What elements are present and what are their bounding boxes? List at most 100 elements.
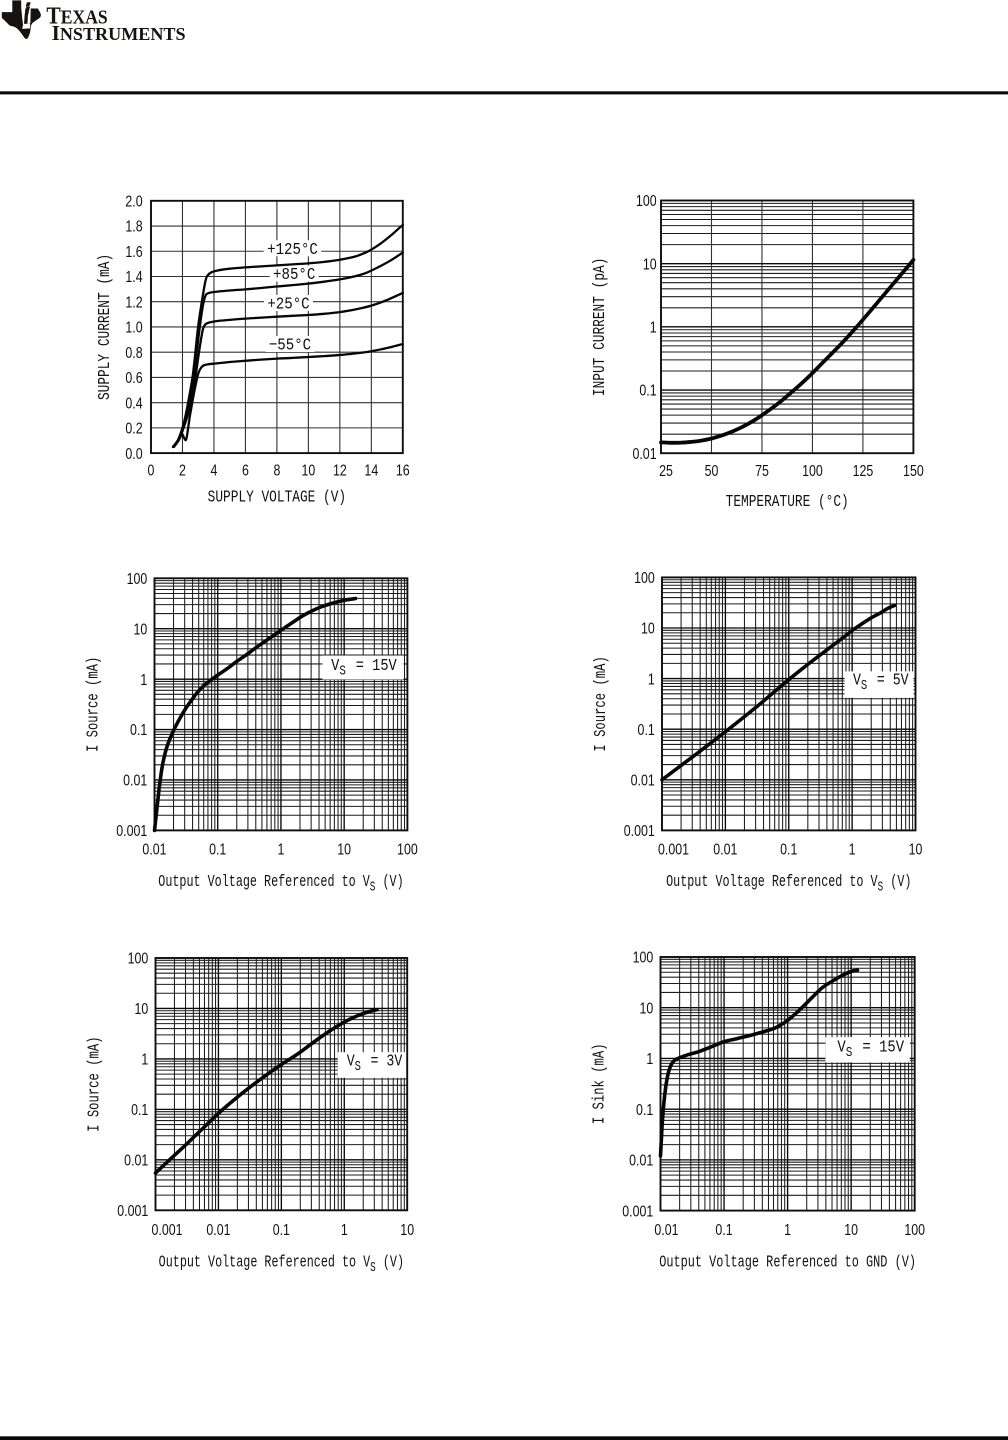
svg-text:(V): (V) <box>883 873 911 892</box>
svg-text:1: 1 <box>650 319 657 337</box>
svg-text:1: 1 <box>278 841 285 859</box>
svg-text:S: S <box>846 1045 853 1060</box>
svg-text:8: 8 <box>273 462 280 480</box>
svg-text:100: 100 <box>634 570 655 588</box>
svg-text:0.001: 0.001 <box>117 1203 148 1221</box>
svg-text:= 3V: = 3V <box>363 1051 403 1071</box>
svg-text:I Source (mA): I Source (mA) <box>85 657 103 752</box>
svg-text:150: 150 <box>903 463 924 481</box>
svg-text:1: 1 <box>341 1222 348 1240</box>
svg-text:= 15V: = 15V <box>854 1037 905 1057</box>
svg-text:125: 125 <box>853 463 874 481</box>
svg-text:= 5V: = 5V <box>869 670 909 690</box>
svg-text:1: 1 <box>648 671 655 689</box>
svg-text:Output Voltage Referenced to G: Output Voltage Referenced to GND (V) <box>659 1254 916 1273</box>
svg-text:INSTRUMENTS: INSTRUMENTS <box>52 22 186 45</box>
svg-text:0.001: 0.001 <box>116 823 147 841</box>
svg-text:V: V <box>331 655 340 675</box>
svg-text:1.0: 1.0 <box>125 319 142 337</box>
svg-text:I Source (mA): I Source (mA) <box>86 1036 104 1131</box>
svg-text:I Sink (mA): I Sink (mA) <box>591 1043 609 1124</box>
svg-text:INPUT CURRENT (pA): INPUT CURRENT (pA) <box>589 258 609 397</box>
svg-text:0.1: 0.1 <box>780 841 797 859</box>
svg-text:0.1: 0.1 <box>638 722 655 740</box>
svg-text:0: 0 <box>148 462 155 480</box>
svg-text:S: S <box>370 880 376 895</box>
svg-text:S: S <box>878 880 884 895</box>
svg-text:V: V <box>853 670 862 690</box>
svg-text:V: V <box>347 1051 356 1071</box>
svg-text:+85°C: +85°C <box>273 265 315 285</box>
svg-text:0.01: 0.01 <box>631 772 655 790</box>
svg-text:= 15V: = 15V <box>348 655 398 675</box>
svg-text:0.1: 0.1 <box>209 841 226 859</box>
svg-text:10: 10 <box>135 1001 149 1019</box>
svg-text:2.0: 2.0 <box>125 193 142 211</box>
svg-text:2: 2 <box>179 462 186 480</box>
svg-text:16: 16 <box>396 462 410 480</box>
svg-text:1.2: 1.2 <box>125 294 142 312</box>
svg-text:0.2: 0.2 <box>125 420 142 438</box>
svg-text:0.6: 0.6 <box>125 370 142 388</box>
svg-text:(V): (V) <box>376 1254 404 1273</box>
svg-text:10: 10 <box>844 1222 858 1240</box>
svg-text:4: 4 <box>211 462 218 480</box>
svg-text:S: S <box>861 678 867 694</box>
svg-text:100: 100 <box>802 463 823 481</box>
svg-text:0.1: 0.1 <box>131 1102 148 1120</box>
svg-text:(V): (V) <box>375 873 403 892</box>
svg-text:10: 10 <box>643 256 657 274</box>
svg-text:100: 100 <box>127 571 148 589</box>
svg-text:S: S <box>370 1260 376 1275</box>
svg-text:1.8: 1.8 <box>125 218 142 236</box>
svg-text:10: 10 <box>301 462 315 480</box>
svg-text:Output Voltage Referenced to V: Output Voltage Referenced to V <box>159 1254 371 1273</box>
svg-text:100: 100 <box>636 193 657 211</box>
svg-text:S: S <box>355 1059 361 1075</box>
svg-text:0.01: 0.01 <box>124 1152 148 1170</box>
svg-text:75: 75 <box>755 463 769 481</box>
svg-text:0.01: 0.01 <box>713 841 737 859</box>
svg-text:10: 10 <box>134 621 148 639</box>
svg-text:+25°C: +25°C <box>267 294 309 314</box>
svg-text:0.1: 0.1 <box>639 382 656 400</box>
svg-text:+125°C: +125°C <box>267 240 318 260</box>
svg-text:0.4: 0.4 <box>125 395 142 413</box>
svg-text:0.1: 0.1 <box>273 1222 290 1240</box>
svg-text:10: 10 <box>640 1000 654 1018</box>
svg-text:6: 6 <box>242 462 249 480</box>
svg-text:1.4: 1.4 <box>125 269 142 287</box>
svg-text:SUPPLY VOLTAGE (V): SUPPLY VOLTAGE (V) <box>208 487 347 507</box>
svg-text:−55°C: −55°C <box>269 335 311 355</box>
svg-text:0.01: 0.01 <box>206 1222 230 1240</box>
svg-text:14: 14 <box>364 462 378 480</box>
svg-text:100: 100 <box>633 949 654 967</box>
svg-text:10: 10 <box>641 620 655 638</box>
svg-text:100: 100 <box>904 1222 925 1240</box>
svg-text:0.1: 0.1 <box>130 722 147 740</box>
svg-text:100: 100 <box>128 950 149 968</box>
svg-text:1.6: 1.6 <box>125 244 142 262</box>
svg-text:0.01: 0.01 <box>629 1152 653 1170</box>
svg-text:V: V <box>837 1037 846 1057</box>
svg-text:0.001: 0.001 <box>658 841 689 859</box>
svg-text:0.01: 0.01 <box>142 841 166 859</box>
svg-text:I Source (mA): I Source (mA) <box>592 656 610 751</box>
svg-text:Output Voltage Referenced to V: Output Voltage Referenced to V <box>666 873 878 892</box>
svg-text:0.001: 0.001 <box>622 1203 653 1221</box>
svg-text:10: 10 <box>400 1222 414 1240</box>
svg-text:Output Voltage Referenced to V: Output Voltage Referenced to V <box>158 873 370 892</box>
svg-text:0.01: 0.01 <box>123 772 147 790</box>
svg-text:0.001: 0.001 <box>151 1222 182 1240</box>
svg-text:SUPPLY CURRENT (mA): SUPPLY CURRENT (mA) <box>94 254 114 400</box>
svg-text:10: 10 <box>337 841 351 859</box>
svg-text:1: 1 <box>141 1051 148 1069</box>
svg-text:0.8: 0.8 <box>125 345 142 363</box>
svg-text:1: 1 <box>784 1222 791 1240</box>
svg-text:0.01: 0.01 <box>654 1222 678 1240</box>
svg-text:12: 12 <box>333 462 347 480</box>
svg-text:1: 1 <box>140 671 147 689</box>
svg-text:10: 10 <box>909 841 923 859</box>
svg-text:1: 1 <box>646 1051 653 1069</box>
svg-text:0.0: 0.0 <box>125 445 142 463</box>
